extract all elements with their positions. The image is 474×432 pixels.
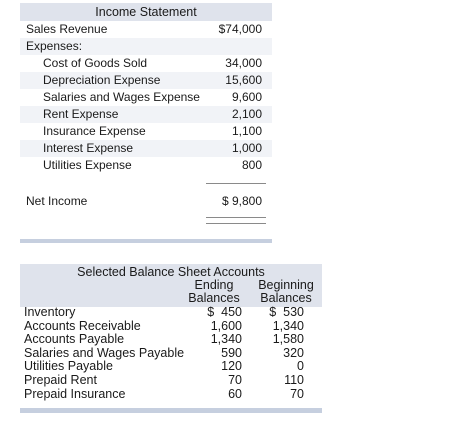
account-label: Accounts Payable xyxy=(24,332,125,347)
ending-balance: 1,340 xyxy=(210,332,242,347)
expense-label: Utilities Expense xyxy=(43,158,132,172)
account-label: Salaries and Wages Payable xyxy=(24,345,185,360)
ending-header-line1: Ending xyxy=(194,278,234,292)
expense-value: 9,600 xyxy=(231,90,262,104)
table-bottom-border xyxy=(20,408,322,413)
table-row: Accounts Receivable 1,600 1,340 xyxy=(20,318,322,334)
table-row: Inventory $ 450 $ 530 xyxy=(20,305,322,320)
net-income-label: Net Income xyxy=(26,194,88,208)
expense-label: Depreciation Expense xyxy=(43,73,161,87)
subtotal-rule xyxy=(206,183,266,184)
table-row: Prepaid Insurance 60 70 xyxy=(20,386,322,402)
sales-revenue-value: $74,000 xyxy=(218,22,262,36)
beginning-balances-header: Beginning Balances xyxy=(254,279,318,305)
expense-row: Interest Expense 1,000 xyxy=(20,140,272,157)
expense-label: Salaries and Wages Expense xyxy=(43,90,200,104)
income-statement-table: Income Statement Sales Revenue $74,000 E… xyxy=(20,3,272,243)
beginning-balance: 320 xyxy=(283,345,304,360)
expense-label: Insurance Expense xyxy=(43,124,146,138)
beginning-balance: $ 530 xyxy=(269,305,304,319)
expenses-label: Expenses: xyxy=(26,39,83,53)
account-label: Accounts Receivable xyxy=(24,318,141,333)
expenses-header-row: Expenses: xyxy=(20,38,272,55)
sales-revenue-label: Sales Revenue xyxy=(26,22,108,36)
sales-revenue-row: Sales Revenue $74,000 xyxy=(20,21,272,38)
expense-row: Salaries and Wages Expense 9,600 xyxy=(20,89,272,106)
balance-sheet-title: Selected Balance Sheet Accounts xyxy=(77,265,265,279)
ending-balance: 60 xyxy=(228,386,242,401)
table-row: Prepaid Rent 70 110 xyxy=(20,373,322,388)
expense-label: Rent Expense xyxy=(43,107,119,121)
expense-row: Cost of Goods Sold 34,000 xyxy=(20,55,272,72)
net-income-value: $ 9,800 xyxy=(221,194,262,208)
beginning-header-line2: Balances xyxy=(260,291,312,305)
beginning-balance: 1,580 xyxy=(272,332,304,347)
account-label: Prepaid Insurance xyxy=(24,386,126,401)
expense-value: 1,100 xyxy=(231,124,262,138)
ending-balance: 590 xyxy=(221,345,242,360)
beginning-balance: 1,340 xyxy=(272,318,304,333)
table-bottom-border xyxy=(20,239,272,243)
balance-sheet-table: Selected Balance Sheet Accounts Ending B… xyxy=(20,264,322,413)
expense-label: Interest Expense xyxy=(43,141,134,155)
expense-value: 34,000 xyxy=(225,56,262,70)
beginning-balance: 0 xyxy=(297,359,304,374)
expense-row: Depreciation Expense 15,600 xyxy=(20,72,272,89)
ending-balances-header: Ending Balances xyxy=(186,279,242,305)
account-label: Inventory xyxy=(24,305,76,319)
expense-value: 1,000 xyxy=(231,141,262,155)
expense-value: 15,600 xyxy=(225,73,262,87)
beginning-balance: 110 xyxy=(284,373,304,387)
table-row: Utilities Payable 120 0 xyxy=(20,360,322,374)
expense-value: 2,100 xyxy=(231,107,262,121)
expense-value: 800 xyxy=(241,158,262,172)
beginning-balance: 70 xyxy=(290,386,304,401)
ending-balance: $ 450 xyxy=(207,305,242,319)
income-statement-title: Income Statement xyxy=(20,3,272,21)
expense-label: Cost of Goods Sold xyxy=(43,56,148,70)
double-rule-bottom xyxy=(206,223,266,224)
balance-sheet-header: Selected Balance Sheet Accounts Ending B… xyxy=(20,264,322,307)
expense-row: Rent Expense 2,100 xyxy=(20,106,272,123)
expense-row: Insurance Expense 1,100 xyxy=(20,123,272,140)
ending-balance: 70 xyxy=(228,373,242,387)
ending-header-line2: Balances xyxy=(188,291,240,305)
ending-balance: 1,600 xyxy=(210,318,242,333)
account-label: Prepaid Rent xyxy=(24,373,97,387)
table-row: Salaries and Wages Payable 590 320 xyxy=(20,345,322,361)
beginning-header-line1: Beginning xyxy=(258,278,314,292)
account-label: Utilities Payable xyxy=(24,359,113,374)
expense-row: Utilities Expense 800 xyxy=(20,157,272,174)
ending-balance: 120 xyxy=(221,359,242,374)
net-income-row: Net Income $ 9,800 xyxy=(20,193,272,210)
table-row: Accounts Payable 1,340 1,580 xyxy=(20,333,322,347)
double-rule-top xyxy=(206,217,266,218)
